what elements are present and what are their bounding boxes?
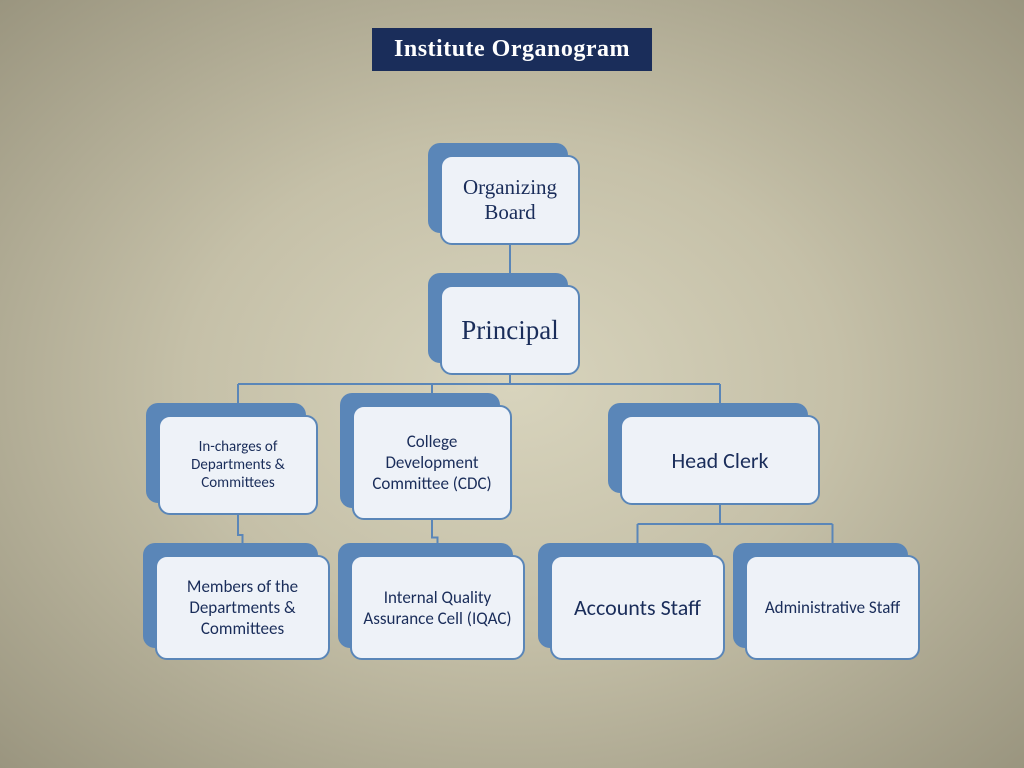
org-node-face: Members of the Departments & Committees xyxy=(155,555,330,660)
org-node-label: Internal Quality Assurance Cell (IQAC) xyxy=(360,587,515,629)
org-node-label: Principal xyxy=(461,315,558,346)
org-node-principal: Principal xyxy=(440,285,580,375)
org-node-accounts: Accounts Staff xyxy=(550,555,725,660)
page-title: Institute Organogram xyxy=(372,28,652,71)
org-node-label: Members of the Departments & Committees xyxy=(165,576,320,639)
org-node-label: In-charges of Departments & Committees xyxy=(168,438,308,492)
org-node-face: In-charges of Departments & Committees xyxy=(158,415,318,515)
org-node-face: College Development Committee (CDC) xyxy=(352,405,512,520)
org-node-org_board: Organizing Board xyxy=(440,155,580,245)
org-node-face: Head Clerk xyxy=(620,415,820,505)
org-node-cdc: College Development Committee (CDC) xyxy=(352,405,512,520)
org-node-incharges: In-charges of Departments & Committees xyxy=(158,415,318,515)
org-node-label: Head Clerk xyxy=(671,447,768,474)
org-node-label: Administrative Staff xyxy=(765,597,900,618)
org-node-head_clerk: Head Clerk xyxy=(620,415,820,505)
org-node-members: Members of the Departments & Committees xyxy=(155,555,330,660)
org-node-face: Accounts Staff xyxy=(550,555,725,660)
org-node-face: Administrative Staff xyxy=(745,555,920,660)
org-node-face: Organizing Board xyxy=(440,155,580,245)
org-node-face: Internal Quality Assurance Cell (IQAC) xyxy=(350,555,525,660)
org-node-label: Accounts Staff xyxy=(574,594,701,621)
org-node-admin: Administrative Staff xyxy=(745,555,920,660)
org-node-face: Principal xyxy=(440,285,580,375)
org-node-label: College Development Committee (CDC) xyxy=(362,431,502,494)
org-node-label: Organizing Board xyxy=(450,175,570,225)
org-node-iqac: Internal Quality Assurance Cell (IQAC) xyxy=(350,555,525,660)
